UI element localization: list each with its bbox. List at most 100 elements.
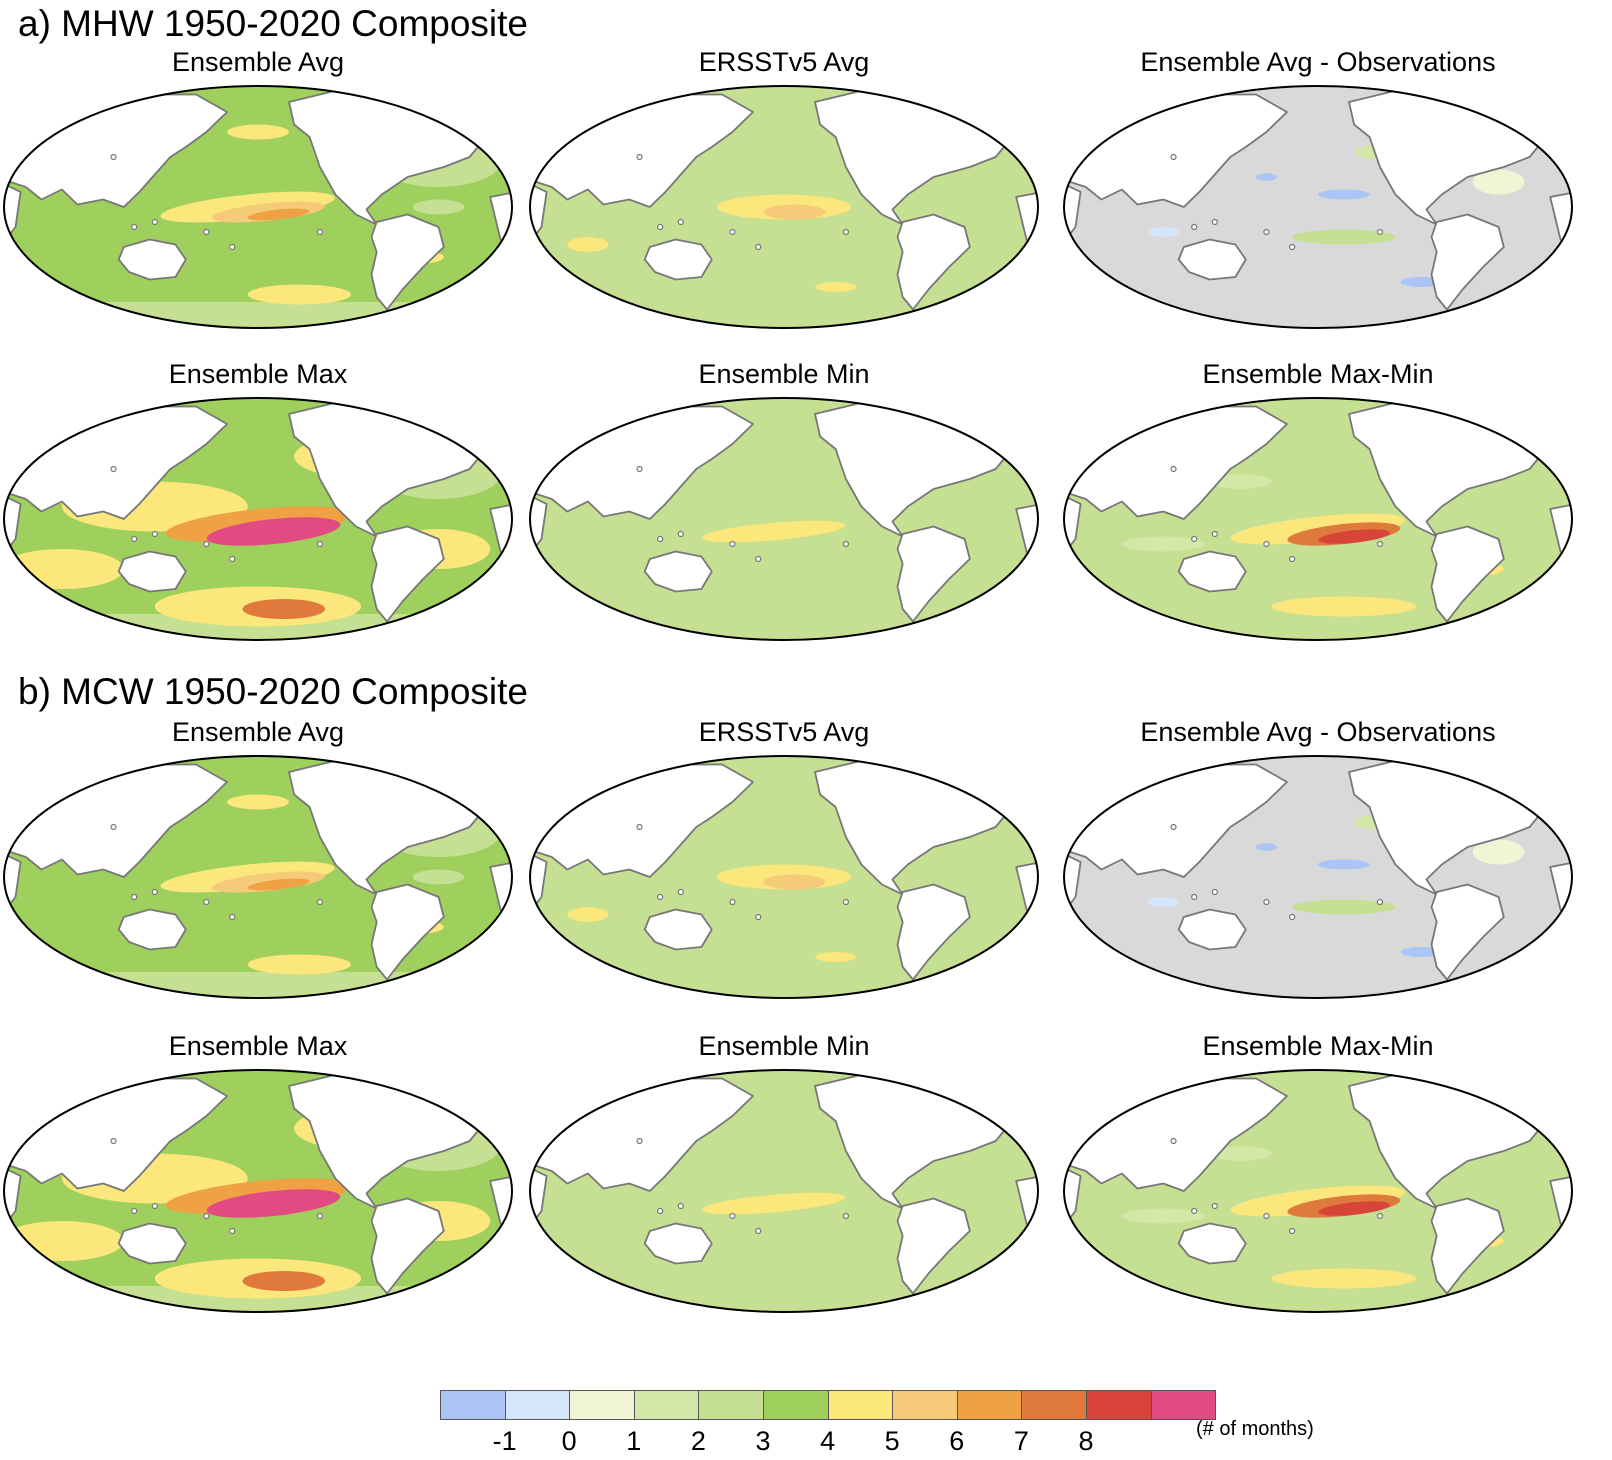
island — [677, 530, 684, 538]
continent-australia — [1177, 908, 1247, 951]
island — [1376, 228, 1384, 236]
island — [1376, 540, 1384, 548]
island — [151, 530, 158, 538]
anomaly-patch — [242, 599, 326, 619]
colorbar-tick-label: 4 — [820, 1426, 836, 1456]
panel-title: Ensemble Min — [698, 359, 870, 389]
continent-southAmerica — [370, 883, 445, 981]
map-field — [4, 756, 512, 998]
island — [229, 243, 236, 251]
continent-southAmerica — [1430, 1197, 1505, 1295]
anomaly-patch — [1318, 529, 1391, 544]
anomaly-patch — [701, 520, 846, 543]
island — [1211, 530, 1218, 538]
island — [1263, 540, 1270, 548]
island — [1289, 913, 1296, 921]
anomaly-patch — [15, 99, 68, 115]
continent-southAmerica — [896, 213, 971, 311]
continent-southAmerica — [370, 525, 445, 623]
island — [1191, 1207, 1198, 1215]
anomaly-patch — [907, 1168, 970, 1189]
anomaly-patch — [247, 284, 351, 305]
panel-title: Ensemble Avg - Observations — [1140, 47, 1496, 77]
colorbar-tick-label: -1 — [492, 1426, 517, 1456]
map-field — [530, 398, 1038, 640]
panel-b-avg-minus-obs: Ensemble Avg - Observations — [1060, 716, 1576, 1006]
island — [151, 888, 158, 896]
colorbar-tick-label: 7 — [1013, 1426, 1029, 1456]
island — [110, 153, 117, 161]
anomaly-patch — [227, 794, 289, 810]
island — [1289, 243, 1296, 251]
panel-a-ersstv5-avg: ERSSTv5 Avg — [526, 46, 1042, 336]
colorbar-swatch — [1086, 1390, 1152, 1420]
anomaly-patch — [814, 282, 857, 292]
island — [229, 913, 236, 921]
panel-b-ensemble-max: Ensemble Max — [0, 1030, 516, 1320]
panel-title: Ensemble Max — [168, 359, 348, 389]
continent-australia — [643, 1222, 713, 1265]
island — [755, 243, 762, 251]
anomaly-patch — [1256, 843, 1277, 851]
map-border — [3, 755, 513, 999]
island — [657, 1207, 664, 1215]
anomaly-patch — [1121, 1208, 1205, 1224]
panel-title: Ensemble Min — [698, 1031, 870, 1061]
island — [1191, 535, 1198, 543]
anomaly-patch — [412, 869, 465, 885]
world-map — [1063, 1069, 1573, 1313]
colorbar-unit-label: (# of months) — [1196, 1418, 1314, 1440]
island — [1191, 223, 1198, 231]
island — [316, 540, 324, 548]
continent-australia — [1177, 1222, 1247, 1265]
colorbar-swatch — [956, 1390, 1023, 1420]
anomaly-patch — [247, 208, 310, 221]
island — [729, 540, 736, 548]
island — [842, 540, 850, 548]
panel-title: Ensemble Avg - Observations — [1140, 717, 1496, 747]
colorbar-tick-label: 5 — [884, 1426, 900, 1456]
panel-title: Ensemble Max — [168, 1031, 348, 1061]
island — [229, 555, 236, 563]
colorbar-swatch — [892, 1390, 958, 1420]
map-field — [1064, 398, 1572, 640]
continent-southAmerica — [1430, 213, 1505, 311]
island — [203, 228, 210, 236]
panel-a-ensemble-min: Ensemble Min — [526, 358, 1042, 648]
continent-australia — [117, 238, 187, 281]
colorbar-tick-label: 1 — [626, 1426, 642, 1456]
map-border — [1063, 397, 1573, 641]
island — [1170, 465, 1177, 473]
colorbar-swatch — [1021, 1390, 1087, 1420]
colorbar-swatch — [827, 1390, 894, 1420]
map-field — [1064, 1070, 1572, 1312]
island — [131, 1207, 138, 1215]
island — [316, 1212, 324, 1220]
world-map — [529, 755, 1039, 999]
island — [657, 893, 664, 901]
island — [755, 555, 762, 563]
map-border — [1063, 85, 1573, 329]
map-border — [3, 85, 513, 329]
map-field — [530, 86, 1038, 328]
anomaly-patch — [1121, 536, 1205, 552]
colorbar-swatch — [698, 1390, 764, 1420]
anomaly-patch — [742, 599, 929, 619]
anomaly-patch — [412, 199, 465, 215]
anomaly-patch — [742, 1271, 929, 1291]
map-border — [529, 1069, 1039, 1313]
anomaly-patch — [1209, 1146, 1272, 1161]
world-map — [529, 1069, 1039, 1313]
island — [1263, 898, 1270, 906]
colorbar-tick-label: 8 — [1078, 1426, 1094, 1456]
world-map — [1063, 85, 1573, 329]
island — [110, 1137, 117, 1145]
map-border — [3, 1069, 513, 1313]
anomaly-patch — [1271, 596, 1417, 617]
island — [729, 1212, 736, 1220]
anomaly-patch — [1256, 173, 1277, 181]
panel-title: Ensemble Max-Min — [1202, 359, 1434, 389]
island — [755, 913, 762, 921]
continent-australia — [1177, 550, 1247, 593]
island — [151, 1202, 158, 1210]
